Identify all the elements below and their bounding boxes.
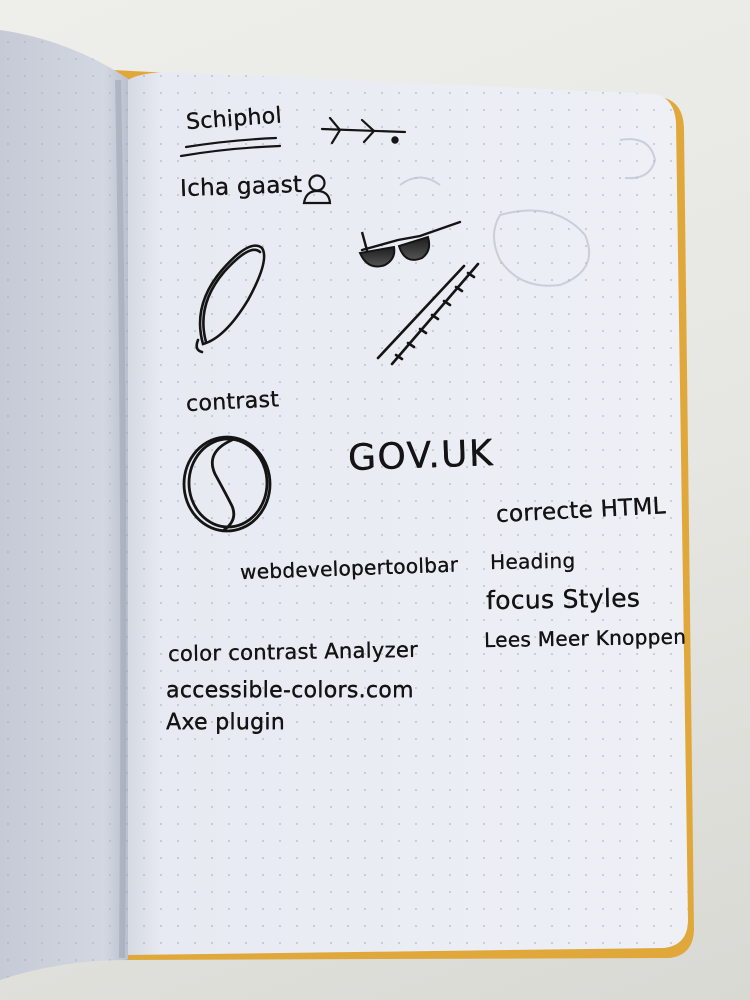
sunglasses-sketch-icon <box>358 220 462 268</box>
note-icha-gaast: Icha gaast <box>179 171 303 202</box>
cane-sketch-icon <box>376 262 480 366</box>
note-accessible-colors: accessible-colors.com <box>166 678 414 703</box>
person-sketch-icon <box>302 174 332 205</box>
note-contrast: contrast <box>185 387 280 417</box>
note-lees-meer-knoppen: Lees Meer Knoppen <box>483 624 687 652</box>
note-focus-styles: focus Styles <box>485 583 641 615</box>
note-heading: Heading <box>489 548 576 574</box>
contrast-circle-sketch-icon <box>182 435 272 533</box>
drop-sketch-icon <box>195 244 266 354</box>
title-underline <box>179 136 282 158</box>
arrow-sketch-icon <box>320 116 407 145</box>
note-color-contrast-analyzer: color contrast Analyzer <box>167 637 419 666</box>
note-govuk: GOV.UK <box>347 432 495 479</box>
note-axe-plugin: Axe plugin <box>166 710 285 735</box>
